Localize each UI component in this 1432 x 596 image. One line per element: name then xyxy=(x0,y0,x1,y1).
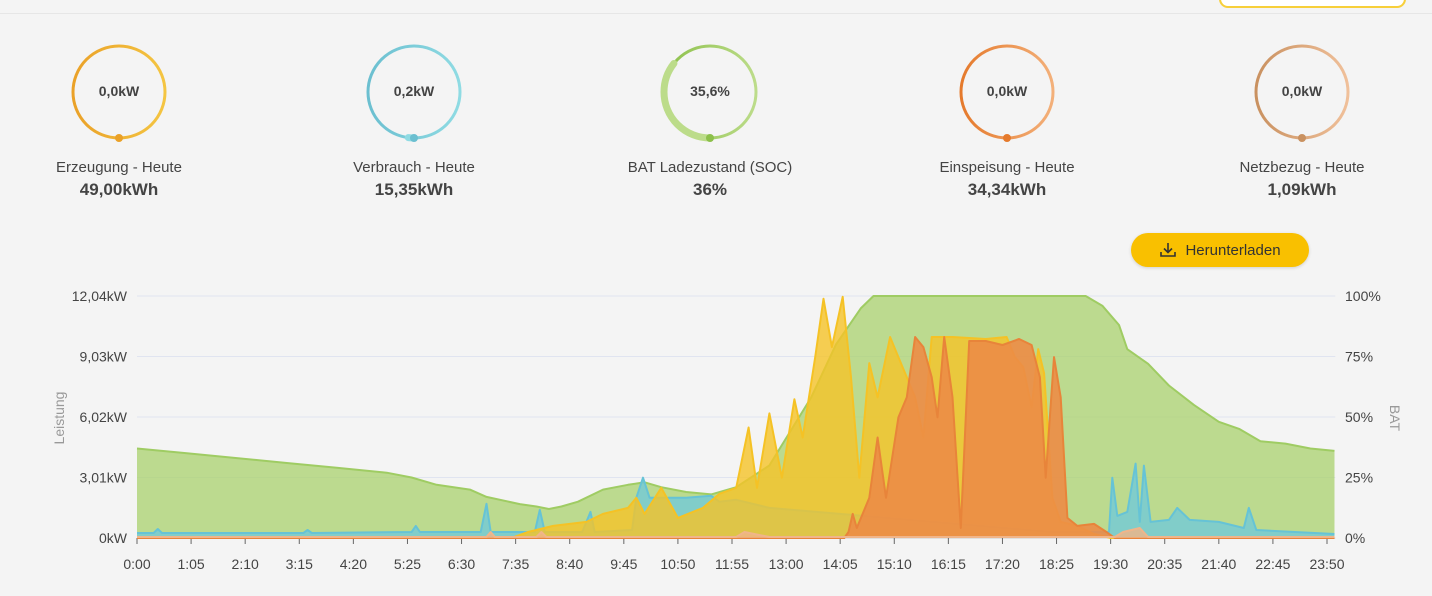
y-axis-label: Leistung xyxy=(51,392,67,445)
gauge-1: 0,2kW Verbrauch - Heute 15,35kWh xyxy=(314,40,514,200)
x-tick-label: 2:10 xyxy=(232,556,259,572)
x-tick-label: 8:40 xyxy=(556,556,583,572)
y-tick-label: 9,03kW xyxy=(80,349,128,365)
gauge-marker xyxy=(1003,134,1011,142)
x-tick-label: 16:15 xyxy=(931,556,966,572)
gauge-ring xyxy=(660,42,760,142)
x-tick-label: 21:40 xyxy=(1201,556,1236,572)
gauge-total: 34,34kWh xyxy=(967,180,1047,199)
x-tick-label: 6:30 xyxy=(448,556,475,572)
gauge-2: 35,6% BAT Ladezustand (SOC) 36% xyxy=(610,40,810,200)
gauge-3: 0,0kW Einspeisung - Heute 34,34kWh xyxy=(907,40,1107,200)
download-button[interactable]: Herunterladen xyxy=(1131,233,1309,267)
header-divider xyxy=(0,13,1432,14)
gauge-total: 36% xyxy=(692,180,728,199)
x-tick-label: 19:30 xyxy=(1093,556,1128,572)
gauge-ring xyxy=(71,44,167,142)
gauge-value: 0,2kW xyxy=(393,83,435,99)
top-button-partial[interactable] xyxy=(1219,0,1406,8)
x-tick-label: 14:05 xyxy=(823,556,858,572)
gauge-0: 0,0kW Erzeugung - Heute 49,00kWh xyxy=(19,40,219,200)
gauge-label: Verbrauch - Heute xyxy=(353,159,475,176)
gauge-label: Erzeugung - Heute xyxy=(56,159,182,176)
x-tick-label: 15:10 xyxy=(877,556,912,572)
x-tick-label: 23:50 xyxy=(1309,556,1344,572)
x-tick-label: 4:20 xyxy=(340,556,367,572)
gauge-marker xyxy=(706,134,714,142)
x-tick-label: 17:20 xyxy=(985,556,1020,572)
y2-tick-label: 0% xyxy=(1345,530,1365,546)
y2-tick-label: 100% xyxy=(1345,288,1381,304)
x-tick-label: 20:35 xyxy=(1147,556,1182,572)
gauge-marker xyxy=(410,134,418,142)
y2-tick-label: 50% xyxy=(1345,409,1373,425)
power-chart: 0kW 0% 3,01kW 25% 6,02kW 50% 9,03kW 75% 12,04kW 1… xyxy=(51,288,1403,572)
gauge-value: 0,0kW xyxy=(1281,83,1323,99)
gauge-label: BAT Ladezustand (SOC) xyxy=(627,159,793,176)
x-tick-label: 22:45 xyxy=(1255,556,1290,572)
gauge-value: 0,0kW xyxy=(98,83,140,99)
x-tick-label: 13:00 xyxy=(769,556,804,572)
series-line-soc xyxy=(136,295,1335,510)
x-tick-label: 7:35 xyxy=(502,556,529,572)
gauge-marker xyxy=(1298,134,1306,142)
download-label: Herunterladen xyxy=(1185,241,1281,259)
x-tick-label: 5:25 xyxy=(394,556,421,572)
y-tick-label: 3,01kW xyxy=(80,470,128,486)
y2-tick-label: 75% xyxy=(1345,349,1373,365)
gauge-value: 0,0kW xyxy=(986,83,1028,99)
y-tick-label: 0kW xyxy=(99,530,128,546)
gauge-ring xyxy=(1254,44,1350,142)
gauge-label: Netzbezug - Heute xyxy=(1239,159,1365,176)
x-tick-label: 0:00 xyxy=(123,556,150,572)
gauge-value: 35,6% xyxy=(690,83,730,99)
download-icon xyxy=(1160,243,1177,257)
series-area-einspeisung xyxy=(137,337,1335,538)
y2-tick-label: 25% xyxy=(1345,470,1373,486)
gauge-total: 1,09kWh xyxy=(1267,180,1337,199)
series-line-netzbezug xyxy=(137,527,1335,538)
y-tick-label: 12,04kW xyxy=(72,288,128,304)
y-tick-label: 6,02kW xyxy=(80,409,128,425)
x-tick-label: 11:55 xyxy=(715,556,749,572)
gauge-ring xyxy=(959,44,1055,142)
gauge-ring xyxy=(364,42,464,142)
gauge-4: 0,0kW Netzbezug - Heute 1,09kWh xyxy=(1202,40,1402,200)
gauge-total: 49,00kWh xyxy=(79,180,159,199)
series-line-einspeisung xyxy=(137,336,1335,539)
x-tick-label: 10:50 xyxy=(660,556,695,572)
x-tick-label: 1:05 xyxy=(177,556,204,572)
x-tick-label: 9:45 xyxy=(610,556,637,572)
gauge-marker xyxy=(115,134,123,142)
gauge-label: Einspeisung - Heute xyxy=(939,159,1075,176)
gauge-total: 15,35kWh xyxy=(374,180,454,199)
x-tick-label: 3:15 xyxy=(286,556,313,572)
y2-axis-label: BAT xyxy=(1387,405,1403,432)
x-tick-label: 18:25 xyxy=(1039,556,1074,572)
series-line-verbrauch xyxy=(137,462,1335,535)
